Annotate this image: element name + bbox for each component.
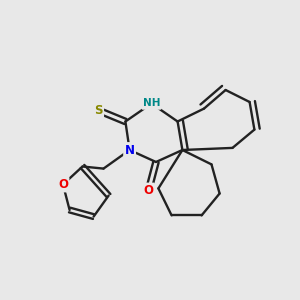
Text: N: N xyxy=(124,143,135,157)
Text: O: O xyxy=(143,184,154,197)
Text: S: S xyxy=(94,104,103,117)
Text: O: O xyxy=(58,178,68,191)
Text: NH: NH xyxy=(143,98,160,109)
